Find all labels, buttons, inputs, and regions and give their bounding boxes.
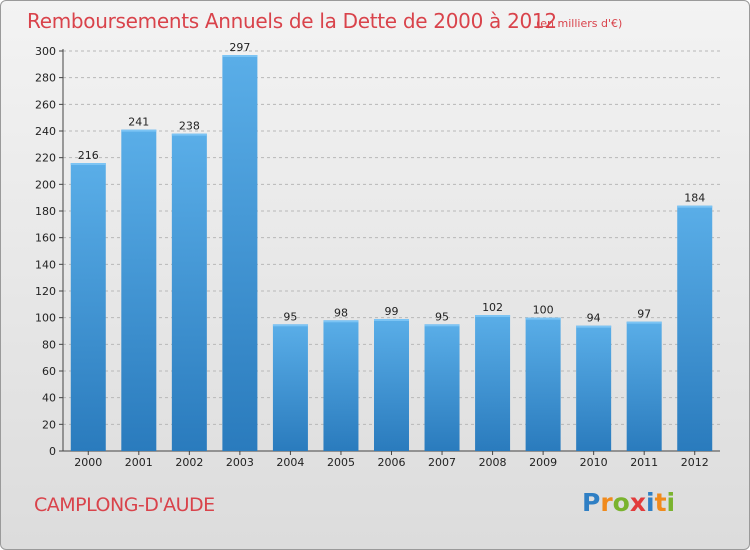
bar-top-highlight xyxy=(171,133,207,136)
data-label: 98 xyxy=(334,306,348,319)
bar-top-highlight xyxy=(626,321,662,324)
bar-2007 xyxy=(424,324,460,451)
logo-letter: t xyxy=(654,488,667,517)
chart-subtitle: (en milliers d'€) xyxy=(536,17,623,30)
logo-letter: i xyxy=(646,488,655,517)
bar-top-highlight xyxy=(576,325,612,328)
x-tick-label: 2002 xyxy=(175,456,203,469)
data-label: 297 xyxy=(229,41,250,54)
bar-top-highlight xyxy=(323,320,359,323)
bar-top-highlight xyxy=(222,55,258,57)
data-label: 97 xyxy=(637,308,651,321)
bar-top-highlight xyxy=(525,317,561,320)
data-label: 238 xyxy=(179,120,200,133)
logo-letter: x xyxy=(629,488,646,517)
place-name: CAMPLONG-D'AUDE xyxy=(34,494,215,516)
x-tick-label: 2004 xyxy=(276,456,304,469)
bar-2008 xyxy=(475,315,511,451)
y-tick-label: 140 xyxy=(35,258,56,271)
y-tick-label: 60 xyxy=(42,365,56,378)
y-tick-label: 120 xyxy=(35,285,56,298)
y-tick-label: 40 xyxy=(42,392,56,405)
x-tick-label: 2006 xyxy=(378,456,406,469)
y-tick-label: 160 xyxy=(35,232,56,245)
y-tick-label: 260 xyxy=(35,98,56,111)
y-tick-label: 300 xyxy=(35,45,56,58)
data-label: 102 xyxy=(482,301,503,314)
bar-2000 xyxy=(70,163,106,451)
y-tick-label: 220 xyxy=(35,152,56,165)
logo-letter: r xyxy=(600,488,613,517)
x-tick-label: 2000 xyxy=(74,456,102,469)
bar-2010 xyxy=(576,325,612,451)
x-tick-label: 2008 xyxy=(479,456,507,469)
bars xyxy=(70,55,713,451)
y-tick-label: 180 xyxy=(35,205,56,218)
x-tick-label: 2001 xyxy=(125,456,153,469)
data-label: 99 xyxy=(385,305,399,318)
data-label: 184 xyxy=(684,192,705,205)
bar-2011 xyxy=(626,321,662,451)
logo-letter: o xyxy=(612,488,630,517)
y-tick-label: 200 xyxy=(35,178,56,191)
x-tick-label: 2003 xyxy=(226,456,254,469)
data-label: 100 xyxy=(533,304,554,317)
bar-top-highlight xyxy=(374,319,409,321)
bar-top-highlight xyxy=(475,315,511,317)
bar-2003 xyxy=(222,55,258,451)
x-tick-label: 2005 xyxy=(327,456,355,469)
proxiti-logo: Proxiti xyxy=(582,488,675,517)
data-labels: 216 241 238 297 95 98 99 95 102 100 94 97 184 xyxy=(78,41,705,325)
data-label: 95 xyxy=(435,310,449,323)
y-tick-label: 240 xyxy=(35,125,56,138)
bar-top-highlight xyxy=(272,324,308,327)
y-tick-label: 80 xyxy=(42,338,56,351)
y-tick-label: 280 xyxy=(35,72,56,85)
x-tick-label: 2010 xyxy=(580,456,608,469)
bar-2009 xyxy=(525,317,561,451)
chart-title: Remboursements Annuels de la Dette de 20… xyxy=(27,9,557,33)
data-label: 241 xyxy=(128,116,149,129)
y-tick-label: 100 xyxy=(35,312,56,325)
tick-labels: 0 20 40 60 80 100 120 140 160 180 200 220 240 260 280 3… xyxy=(35,45,709,469)
x-tick-label: 2009 xyxy=(529,456,557,469)
x-tick-label: 2012 xyxy=(681,456,709,469)
bar-top-highlight xyxy=(70,163,106,165)
x-tick-label: 2011 xyxy=(630,456,658,469)
bar-2012 xyxy=(677,205,713,451)
x-tick-label: 2007 xyxy=(428,456,456,469)
logo-letter: i xyxy=(666,488,676,517)
logo-letter: P xyxy=(582,488,601,517)
bar-2001 xyxy=(121,129,157,451)
bar-top-highlight xyxy=(677,205,713,208)
bar-2002 xyxy=(171,133,207,451)
data-label: 95 xyxy=(283,310,297,323)
bar-2006 xyxy=(374,319,409,451)
data-label: 94 xyxy=(587,312,601,325)
data-label: 216 xyxy=(78,149,99,162)
bar-2005 xyxy=(323,320,359,451)
bar-top-highlight xyxy=(424,324,460,327)
y-tick-label: 20 xyxy=(42,418,56,431)
y-tick-label: 0 xyxy=(49,445,56,458)
bar-2004 xyxy=(272,324,308,451)
bar-top-highlight xyxy=(121,129,157,132)
